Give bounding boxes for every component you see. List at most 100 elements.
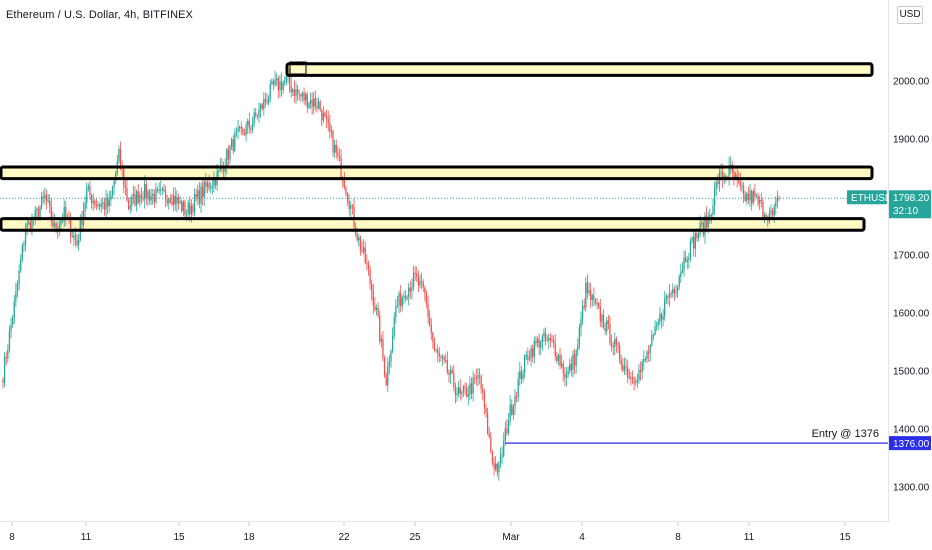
candle bbox=[84, 195, 86, 220]
candle bbox=[599, 298, 601, 327]
candle-body bbox=[47, 200, 49, 202]
marker-box[interactable] bbox=[289, 61, 307, 75]
currency-button[interactable]: USD bbox=[897, 6, 923, 24]
candle bbox=[387, 357, 389, 393]
candle bbox=[512, 403, 515, 420]
price-axis[interactable]: 2000.001900.001800.001700.001600.001500.… bbox=[893, 77, 930, 494]
candle bbox=[327, 110, 329, 132]
candle-body bbox=[773, 206, 775, 216]
candle bbox=[140, 187, 143, 205]
candle bbox=[108, 190, 110, 213]
candle bbox=[517, 371, 519, 403]
symbol-tag-text: ETHUSD bbox=[851, 193, 892, 204]
candle bbox=[263, 92, 265, 116]
candle bbox=[398, 290, 400, 313]
candle bbox=[739, 172, 742, 191]
candle-body bbox=[353, 206, 355, 227]
candle bbox=[261, 102, 263, 111]
candle bbox=[95, 198, 98, 210]
candle-body bbox=[84, 202, 86, 212]
candle bbox=[222, 161, 225, 180]
candle bbox=[90, 193, 93, 209]
candle bbox=[594, 298, 597, 306]
candle-body bbox=[37, 208, 40, 218]
candle-body bbox=[65, 206, 67, 218]
candle-body bbox=[313, 98, 315, 107]
candle bbox=[577, 338, 579, 357]
candle bbox=[45, 189, 48, 210]
candle-body bbox=[359, 237, 362, 251]
candle bbox=[293, 80, 296, 103]
candle-body bbox=[356, 234, 358, 241]
candle bbox=[184, 199, 186, 218]
candle-body bbox=[493, 462, 495, 469]
candle-body bbox=[730, 164, 732, 166]
candle-body bbox=[16, 283, 19, 292]
candle bbox=[771, 207, 774, 218]
candle bbox=[451, 366, 453, 375]
candle-body bbox=[234, 132, 236, 151]
time-axis[interactable]: 8 11 15 18 22 25 Mar 4 8 11 15 bbox=[9, 522, 851, 543]
candle bbox=[144, 175, 146, 209]
candle-body bbox=[775, 201, 777, 207]
candle bbox=[65, 201, 67, 227]
candle-body bbox=[160, 189, 162, 191]
candle bbox=[379, 310, 381, 345]
candle bbox=[403, 291, 405, 305]
candle bbox=[107, 193, 109, 215]
candle bbox=[709, 208, 711, 224]
candle-body bbox=[15, 291, 17, 302]
candle bbox=[778, 195, 780, 202]
candle bbox=[300, 93, 302, 103]
overlay: Entry @ 1376 bbox=[0, 197, 888, 444]
candle-body bbox=[124, 185, 127, 188]
candle bbox=[519, 361, 521, 386]
candle-body bbox=[546, 340, 548, 342]
candle-body bbox=[538, 338, 540, 348]
candle-body bbox=[132, 193, 135, 198]
zone-border[interactable] bbox=[0, 165, 874, 181]
candle-body bbox=[219, 166, 221, 171]
candle-body bbox=[206, 183, 209, 187]
candle bbox=[522, 369, 524, 383]
zone-fill bbox=[0, 167, 872, 179]
candle-body bbox=[87, 185, 89, 189]
candle-body bbox=[612, 346, 614, 348]
candle-body bbox=[417, 276, 420, 286]
candle-body bbox=[699, 222, 701, 234]
candle bbox=[623, 357, 626, 376]
time-tick-label: 15 bbox=[839, 532, 851, 543]
candle bbox=[448, 369, 450, 383]
candle-body bbox=[293, 89, 296, 97]
candle bbox=[42, 190, 44, 204]
candle-body bbox=[432, 332, 434, 342]
candle bbox=[717, 174, 719, 189]
candle-body bbox=[561, 363, 563, 366]
candle-body bbox=[573, 354, 576, 366]
candle-body bbox=[367, 263, 370, 270]
candle bbox=[105, 189, 107, 219]
candle bbox=[437, 344, 439, 363]
candle-body bbox=[638, 369, 640, 381]
zone-border[interactable] bbox=[285, 62, 874, 77]
zone-border[interactable] bbox=[0, 217, 866, 232]
candle-body bbox=[635, 382, 637, 384]
candle-body bbox=[606, 320, 608, 332]
candle-body bbox=[496, 463, 498, 473]
candle bbox=[641, 358, 643, 380]
candle-body bbox=[50, 206, 52, 221]
candle-body bbox=[303, 92, 305, 101]
candle bbox=[272, 78, 275, 90]
candle-body bbox=[507, 420, 510, 433]
candle bbox=[665, 293, 667, 304]
candle bbox=[385, 372, 387, 387]
candle-body bbox=[657, 322, 659, 326]
candle-body bbox=[274, 79, 276, 85]
price-tick-label: 2000.00 bbox=[893, 77, 930, 88]
candle bbox=[730, 156, 732, 175]
candle bbox=[81, 210, 83, 232]
candle-body bbox=[129, 205, 131, 209]
candle-body bbox=[760, 199, 762, 202]
candle bbox=[58, 218, 60, 236]
